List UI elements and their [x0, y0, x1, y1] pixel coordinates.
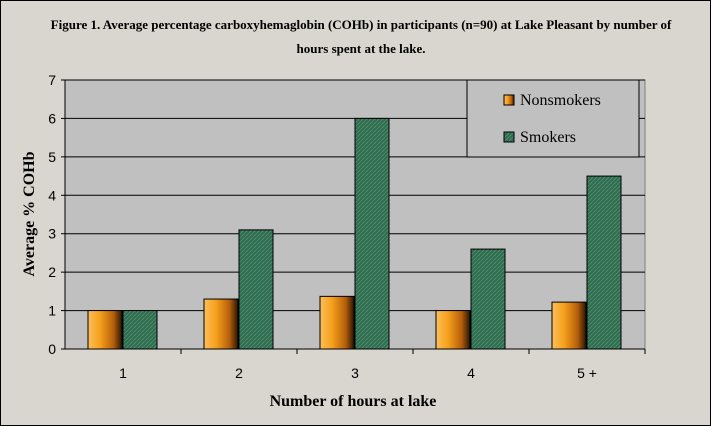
bar-nonsmokers-5	[551, 301, 587, 350]
legend-label-nonsmokers: Nonsmokers	[520, 92, 601, 109]
legend-label-smokers: Smokers	[520, 129, 576, 146]
legend: Nonsmokers Smokers	[466, 79, 640, 158]
x-ticks: 1 2 3 4 5 +	[119, 349, 646, 381]
bar-nonsmokers-3	[319, 295, 355, 350]
bar-smokers-3	[354, 117, 390, 350]
y-tick-label: 6	[48, 110, 56, 126]
x-tick-label: 4	[467, 365, 475, 381]
y-tick-label: 0	[48, 341, 56, 357]
y-tick-label: 1	[48, 303, 56, 319]
bar-smokers-4	[470, 248, 506, 350]
legend-box	[466, 79, 640, 158]
bar-smokers-1	[122, 310, 158, 350]
y-tick-label: 2	[48, 264, 56, 280]
x-tick-label: 3	[351, 365, 359, 381]
bar-nonsmokers-1	[87, 310, 123, 350]
y-tick-label: 5	[48, 149, 56, 165]
bar-nonsmokers-2	[203, 298, 239, 350]
bars	[87, 117, 622, 350]
bar-smokers-5	[586, 175, 622, 350]
y-axis-label: Average % COHb	[21, 151, 38, 276]
x-tick-label: 1	[119, 365, 127, 381]
legend-swatch-smokers	[503, 131, 515, 143]
bar-smokers-2	[238, 229, 274, 350]
y-tick-label: 3	[48, 226, 56, 242]
legend-swatch-nonsmokers	[503, 94, 515, 106]
x-axis-label: Number of hours at lake	[270, 393, 437, 410]
x-tick-label: 2	[235, 365, 243, 381]
y-tick-label: 7	[48, 72, 56, 88]
bar-nonsmokers-4	[435, 310, 471, 350]
chart-title: Figure 1. Average percentage carboxyhema…	[50, 17, 672, 56]
y-tick-label: 4	[48, 187, 56, 203]
y-ticks: 0 1 2 3 4 5 6 7	[48, 72, 65, 357]
x-tick-label: 5 +	[577, 365, 597, 381]
